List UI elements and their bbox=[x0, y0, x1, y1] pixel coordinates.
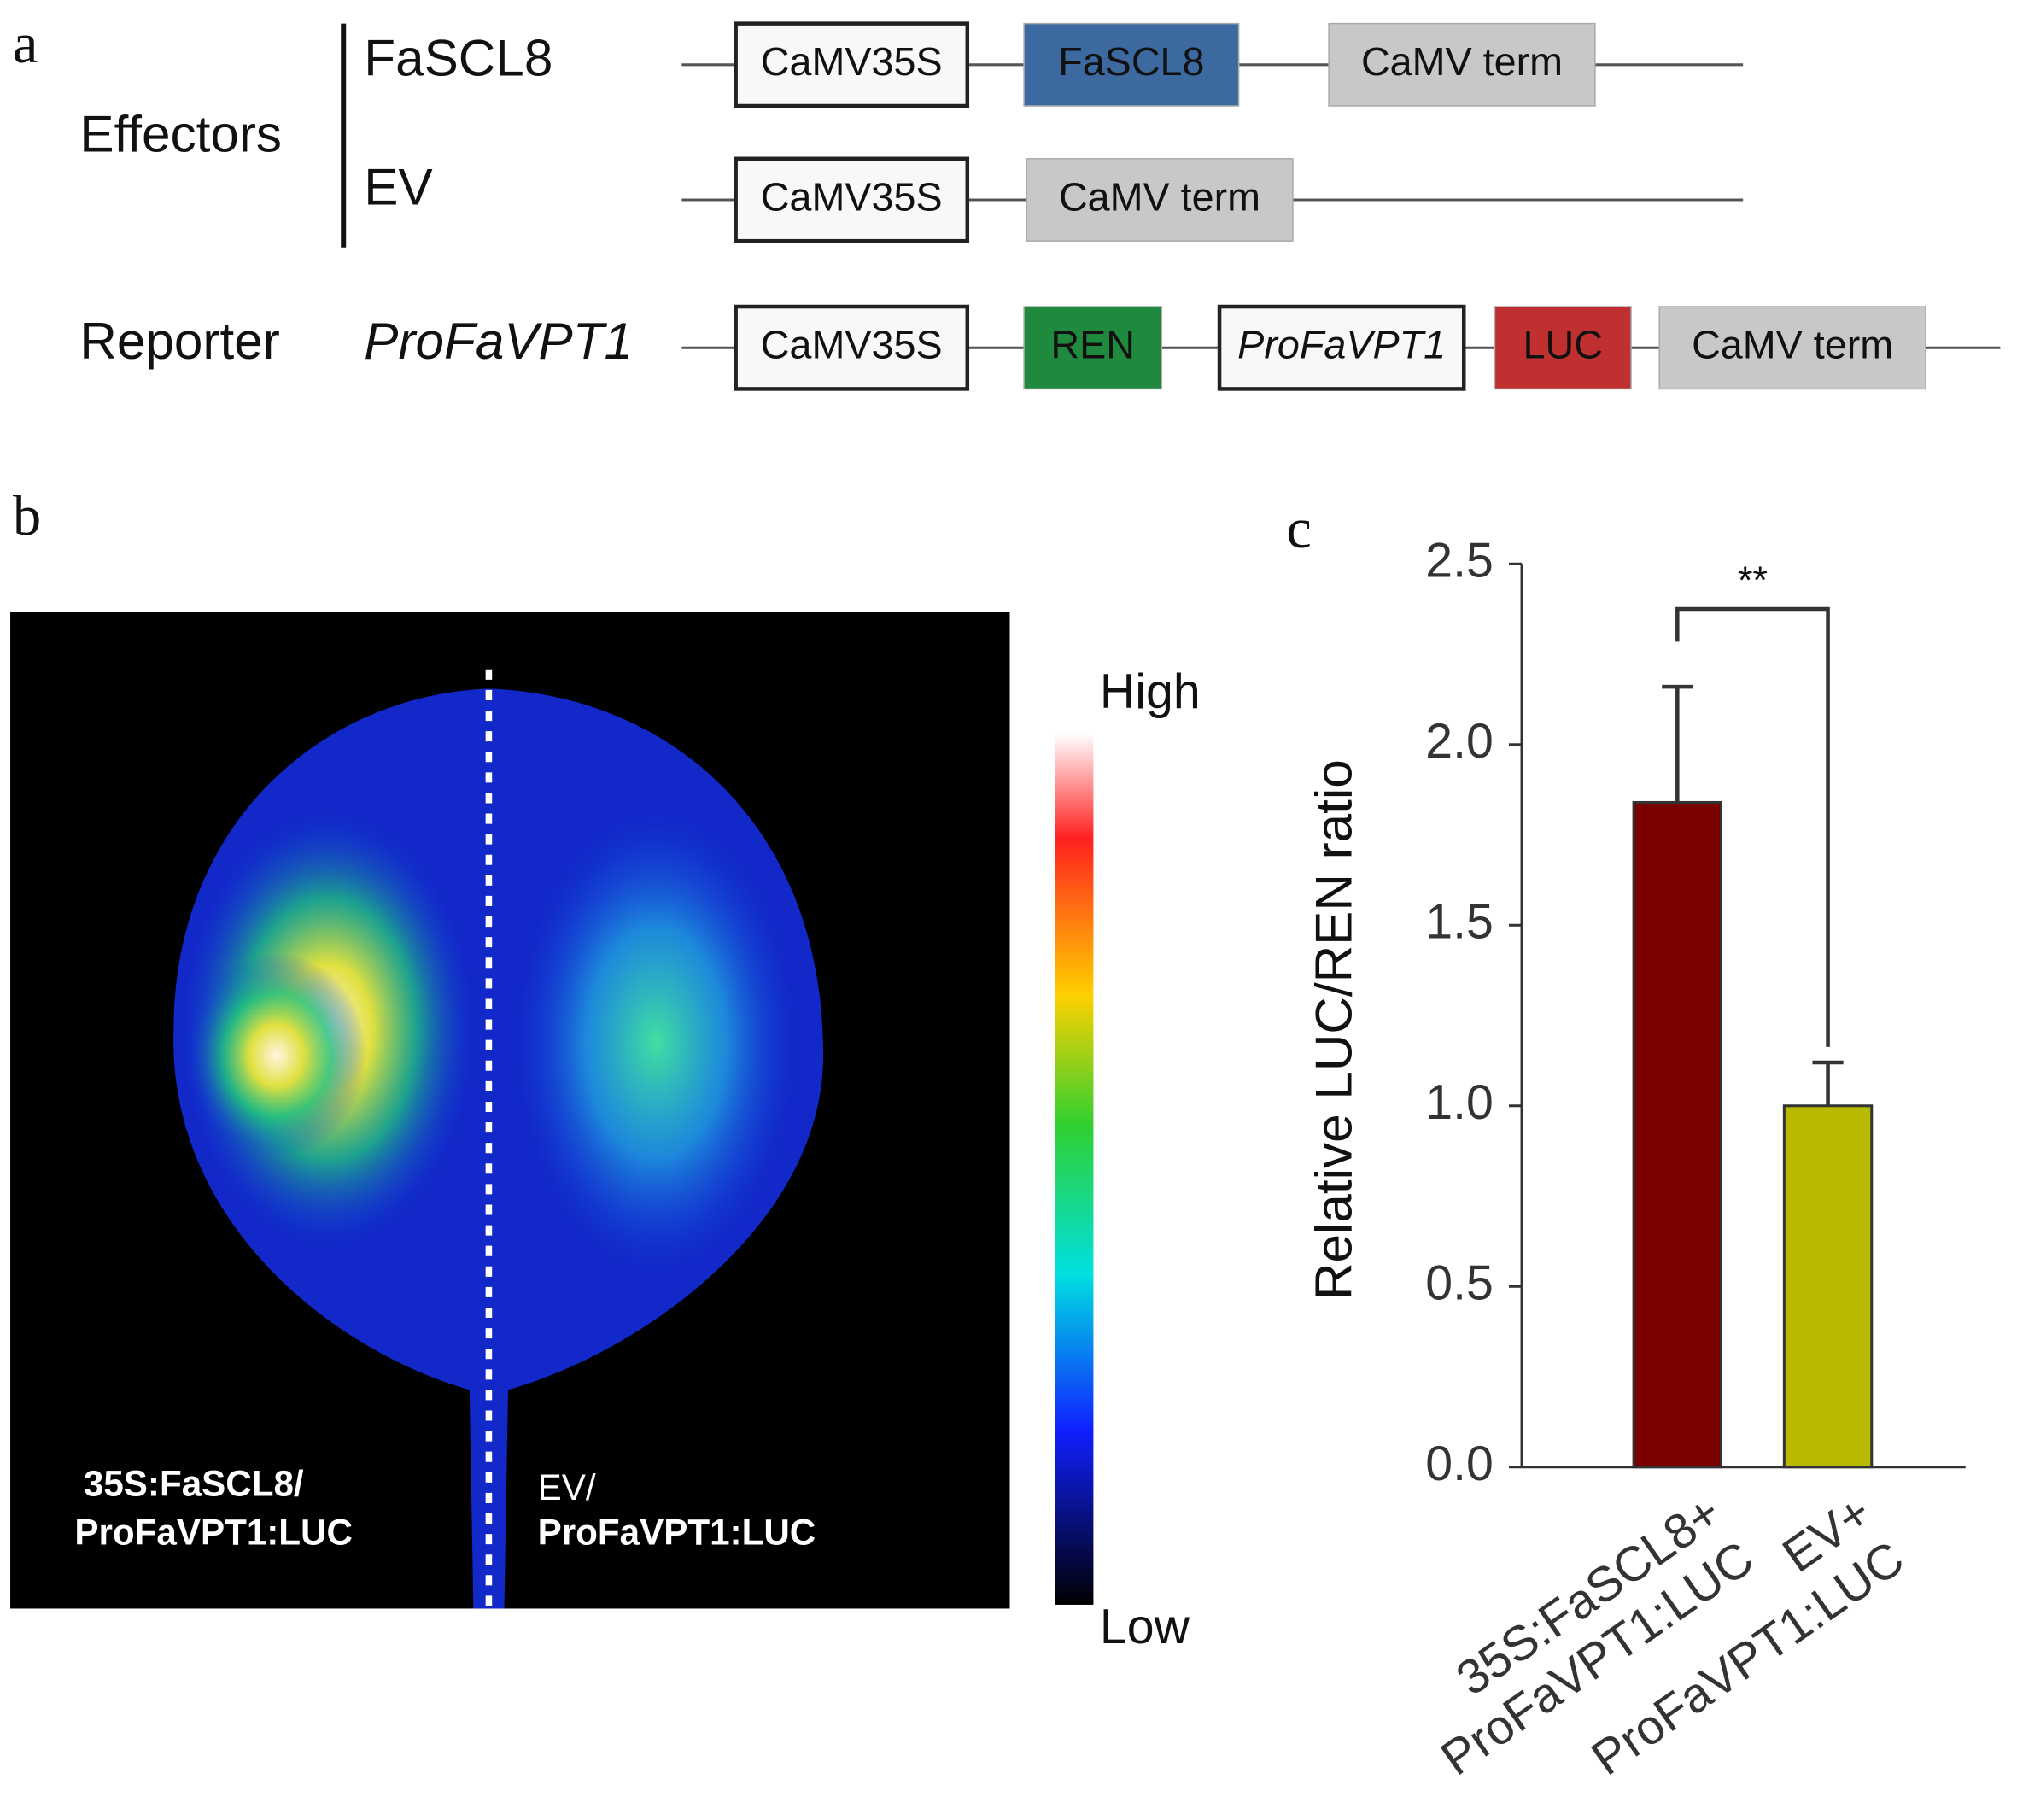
image-label: ProFaVPT1:LUC bbox=[74, 1513, 353, 1553]
y-tick-label: 2.0 bbox=[1425, 714, 1494, 769]
y-tick-label: 1.0 bbox=[1425, 1075, 1494, 1130]
color-scale bbox=[1055, 734, 1094, 1605]
element-label: CaMV35S bbox=[761, 174, 943, 219]
y-tick-label: 0.0 bbox=[1425, 1437, 1494, 1491]
bar bbox=[1632, 800, 1723, 1469]
construct-element bbox=[1658, 306, 1926, 390]
construct-element bbox=[1023, 22, 1240, 107]
image-label: EV/ bbox=[538, 1467, 596, 1507]
element-label: ProFaVPT1 bbox=[1237, 323, 1446, 367]
element-label: CaMV term bbox=[1059, 174, 1260, 219]
construct-element bbox=[1494, 306, 1632, 390]
element-label: CaMV35S bbox=[761, 39, 943, 84]
element-label: CaMV35S bbox=[761, 323, 943, 367]
panel-letter: a bbox=[13, 13, 38, 75]
signal bbox=[514, 811, 798, 1274]
construct-name: EV bbox=[364, 157, 432, 215]
scale-label: Low bbox=[1100, 1600, 1190, 1654]
group-label: Reporter bbox=[79, 312, 279, 370]
image-label: ProFaVPT1:LUC bbox=[538, 1513, 816, 1553]
element-label: LUC bbox=[1523, 323, 1603, 367]
construct-element bbox=[734, 156, 970, 243]
y-tick-label: 2.5 bbox=[1425, 533, 1494, 588]
bar bbox=[1782, 1104, 1874, 1469]
construct-element bbox=[734, 21, 970, 108]
element-label: FaSCL8 bbox=[1058, 39, 1204, 84]
scale-label: High bbox=[1100, 664, 1201, 719]
y-axis-label: Relative LUC/REN ratio bbox=[1305, 759, 1363, 1300]
construct-element bbox=[1026, 158, 1294, 242]
construct-name: FaSCL8 bbox=[364, 29, 552, 87]
element-label: CaMV term bbox=[1361, 39, 1563, 84]
significance-bracket bbox=[1675, 606, 1830, 1047]
construct-element bbox=[1023, 306, 1163, 390]
y-tick-label: 0.5 bbox=[1425, 1255, 1494, 1310]
construct-element bbox=[734, 304, 970, 391]
construct-name: ProFaVPT1 bbox=[364, 312, 633, 370]
construct-element bbox=[1217, 304, 1466, 391]
group-label: Effectors bbox=[79, 105, 282, 163]
panel-letter: c bbox=[1286, 498, 1311, 560]
element-label: REN bbox=[1050, 323, 1135, 367]
signal bbox=[186, 952, 367, 1159]
panel-letter: b bbox=[13, 485, 41, 547]
significance-label: ** bbox=[1738, 559, 1768, 602]
construct-element bbox=[1328, 22, 1596, 107]
element-label: CaMV term bbox=[1692, 323, 1893, 367]
image-label: 35S:FaSCL8/ bbox=[84, 1463, 304, 1503]
y-tick-label: 1.5 bbox=[1425, 894, 1494, 949]
